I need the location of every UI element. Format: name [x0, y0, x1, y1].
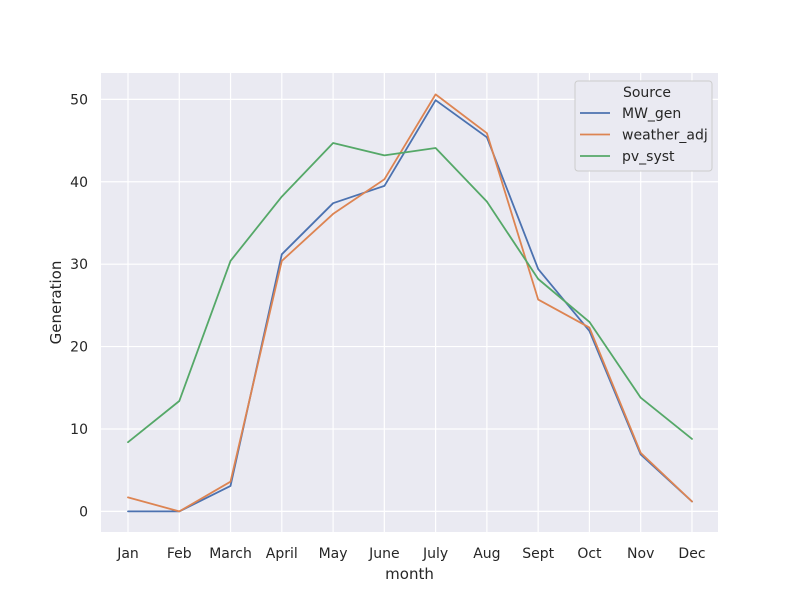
legend-box	[574, 80, 713, 172]
x-tick-label: Oct	[577, 546, 602, 562]
x-tick-label: Feb	[167, 546, 192, 562]
x-tick-label: June	[368, 546, 400, 562]
legend-label: pv_syst	[622, 149, 675, 165]
y-tick-label: 40	[70, 175, 88, 191]
series-line-mw-gen	[127, 99, 693, 513]
x-tick-label: Nov	[627, 546, 654, 562]
x-tick-label: March	[209, 546, 252, 562]
series-line-weather-adj	[127, 93, 693, 513]
series-lines	[127, 93, 693, 513]
y-tick-label: 10	[70, 422, 88, 438]
x-tick-label: July	[422, 546, 448, 562]
x-tick-label: Dec	[678, 546, 705, 562]
legend: Source MW_gen weather_adj pv_syst	[574, 80, 713, 172]
x-axis-label: month	[385, 565, 434, 583]
x-tick-label: Jan	[116, 546, 139, 562]
legend-label: weather_adj	[622, 128, 708, 144]
y-tick-label: 50	[70, 92, 88, 108]
y-tick-label: 0	[79, 504, 88, 520]
legend-label: MW_gen	[622, 106, 681, 122]
y-tick-label: 20	[70, 340, 88, 356]
x-tick-label: April	[266, 546, 298, 562]
y-axis-label: Generation	[47, 261, 65, 345]
series-line-pv-syst	[127, 142, 693, 444]
x-tick-label: Sept	[522, 546, 554, 562]
x-tick-label: May	[319, 546, 348, 562]
y-tick-labels: 0 10 20 30 40 50	[70, 92, 88, 520]
y-tick-label: 30	[70, 257, 88, 273]
legend-title: Source	[623, 85, 671, 101]
x-tick-label: Aug	[473, 546, 500, 562]
x-tick-labels: Jan Feb March April May June July Aug Sept Oct Nov…	[116, 546, 705, 562]
